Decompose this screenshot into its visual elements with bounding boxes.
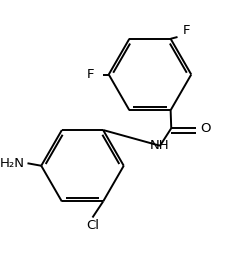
Text: NH: NH [150, 139, 170, 152]
Text: H₂N: H₂N [0, 157, 24, 170]
Text: F: F [182, 24, 190, 37]
Text: Cl: Cl [86, 219, 99, 232]
Text: O: O [200, 122, 210, 135]
Text: F: F [87, 68, 94, 81]
